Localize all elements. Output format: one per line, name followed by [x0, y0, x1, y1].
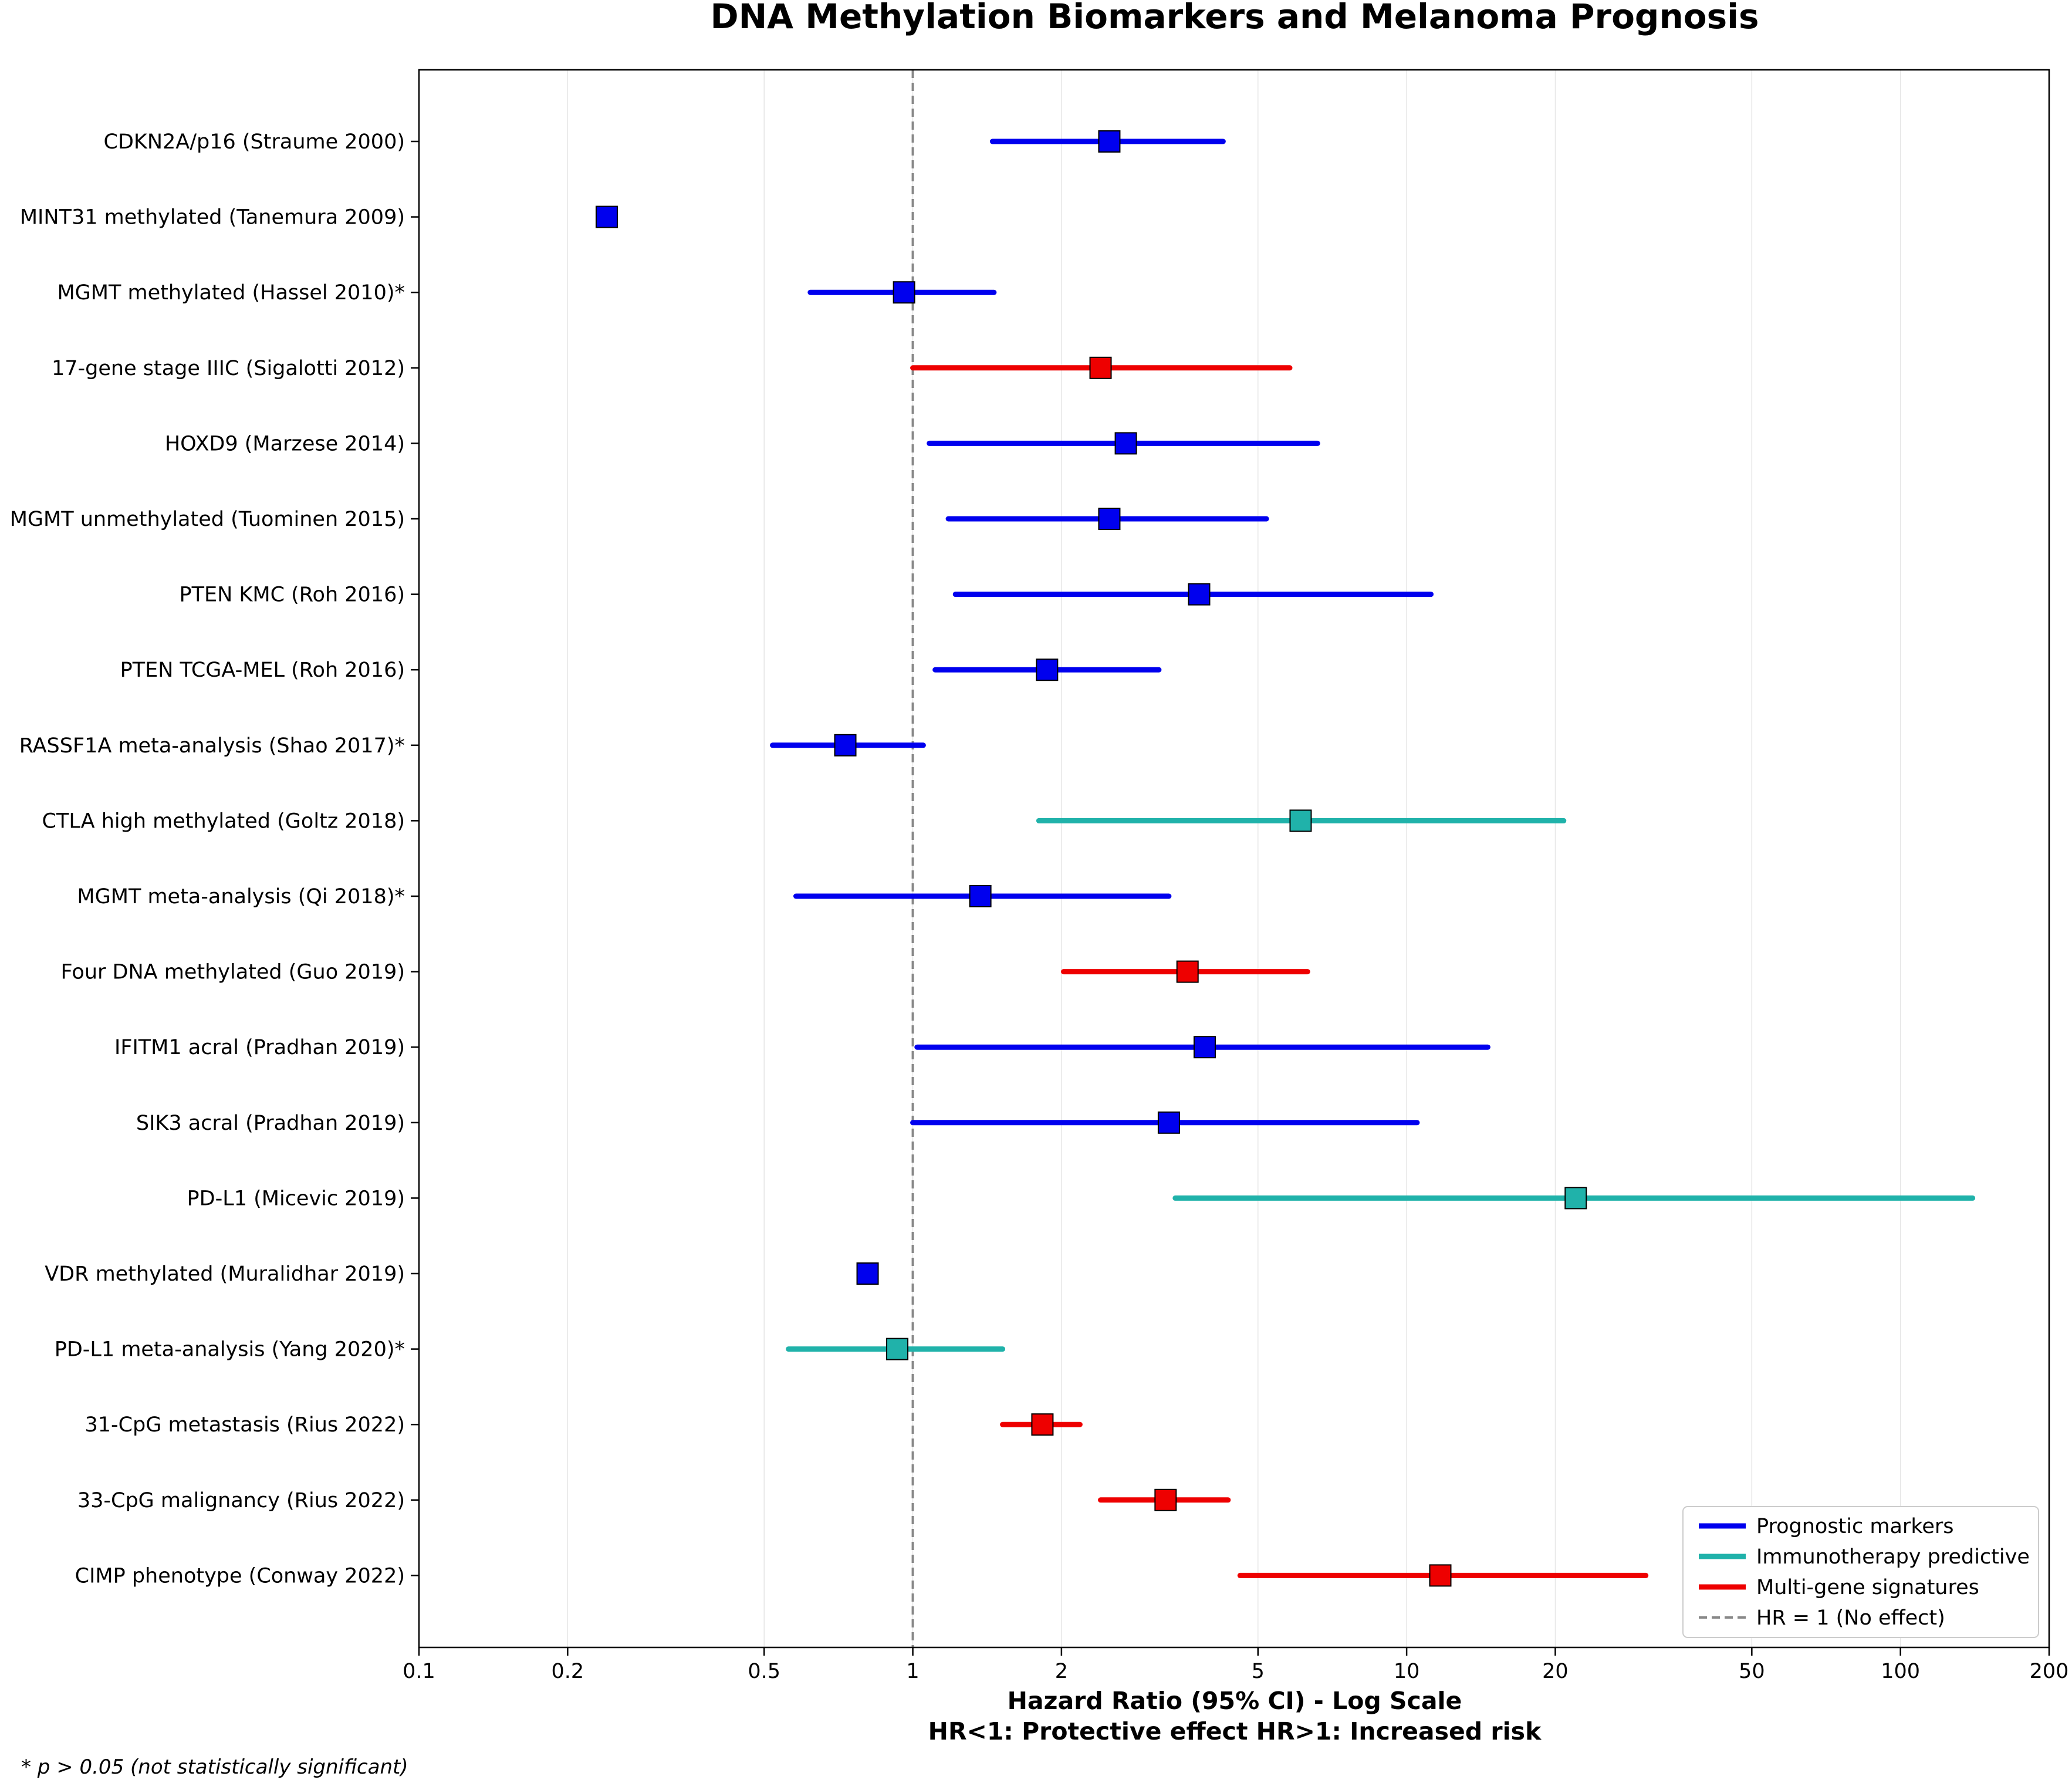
- x-tick-label-10: 200: [2030, 1660, 2069, 1683]
- study-label-16: PD-L1 meta-analysis (Yang 2020)*: [55, 1338, 405, 1362]
- study-row-17: 31-CpG metastasis (Rius 2022): [84, 1413, 1083, 1437]
- x-tick-label-6: 10: [1394, 1660, 1420, 1683]
- study-row-13: SIK3 acral (Pradhan 2019): [136, 1111, 1420, 1135]
- x-axis: 0.1 0.2 0.5 1 2 5 10 20 50 100 200: [403, 1647, 2068, 1683]
- study-row-6: PTEN KMC (Roh 2016): [180, 583, 1434, 607]
- study-label-9: CTLA high methylated (Goltz 2018): [42, 809, 405, 833]
- x-tick-label-1: 0.2: [551, 1660, 584, 1683]
- plot-frame: [418, 69, 2050, 1649]
- study-label-11: Four DNA methylated (Guo 2019): [61, 961, 405, 984]
- hr-marker-16: [886, 1338, 909, 1360]
- study-label-14: PD-L1 (Micevic 2019): [187, 1187, 405, 1210]
- x-tick-label-0: 0.1: [403, 1660, 435, 1683]
- study-label-15: VDR methylated (Muralidhar 2019): [45, 1262, 405, 1286]
- study-label-4: HOXD9 (Marzese 2014): [165, 432, 405, 455]
- hr-marker-15: [856, 1262, 879, 1285]
- study-label-19: CIMP phenotype (Conway 2022): [75, 1564, 405, 1588]
- hr-marker-13: [1157, 1111, 1180, 1134]
- study-label-6: PTEN KMC (Roh 2016): [180, 583, 405, 607]
- hr-marker-14: [1564, 1187, 1587, 1210]
- study-row-18: 33-CpG malignancy (Rius 2022): [77, 1488, 1231, 1512]
- hr-marker-18: [1154, 1488, 1177, 1511]
- hr-marker-7: [1036, 659, 1059, 681]
- hr-marker-3: [1089, 356, 1112, 379]
- hr-marker-1: [595, 205, 618, 228]
- x-tick-label-4: 2: [1055, 1660, 1068, 1683]
- legend-label-3: HR = 1 (No effect): [1756, 1606, 1945, 1630]
- study-row-9: CTLA high methylated (Goltz 2018): [42, 809, 1567, 833]
- legend: Prognostic markers Immunotherapy predicti…: [1682, 1506, 2039, 1638]
- x-axis-label: Hazard Ratio (95% CI) - Log Scale: [1008, 1687, 1462, 1715]
- study-label-8: RASSF1A meta-analysis (Shao 2017)*: [19, 734, 405, 758]
- study-row-19: CIMP phenotype (Conway 2022): [75, 1564, 1649, 1588]
- hr-marker-2: [893, 281, 915, 304]
- hr-marker-19: [1429, 1564, 1452, 1587]
- study-label-2: MGMT methylated (Hassel 2010)*: [57, 281, 405, 305]
- study-row-0: CDKN2A/p16 (Straume 2000): [104, 130, 1226, 154]
- study-row-4: HOXD9 (Marzese 2014): [165, 432, 1320, 455]
- study-label-18: 33-CpG malignancy (Rius 2022): [77, 1489, 405, 1512]
- legend-label-1: Immunotherapy predictive: [1756, 1545, 2030, 1569]
- study-row-1: MINT31 methylated (Tanemura 2009): [20, 205, 618, 229]
- study-label-12: IFITM1 acral (Pradhan 2019): [114, 1036, 405, 1059]
- hr-marker-5: [1098, 508, 1121, 530]
- plot-area: [419, 70, 2049, 1647]
- hr-marker-4: [1114, 432, 1137, 455]
- chart-title: DNA Methylation Biomarkers and Melanoma …: [710, 0, 1759, 36]
- study-row-2: MGMT methylated (Hassel 2010)*: [57, 281, 997, 305]
- x-axis-sublabel: HR<1: Protective effect HR>1: Increased …: [928, 1717, 1542, 1745]
- study-row-14: PD-L1 (Micevic 2019): [187, 1187, 1976, 1210]
- study-row-5: MGMT unmethylated (Tuominen 2015): [10, 508, 1269, 531]
- study-row-7: PTEN TCGA-MEL (Roh 2016): [120, 659, 1162, 682]
- legend-box: [1682, 1506, 2039, 1638]
- study-row-11: Four DNA methylated (Guo 2019): [61, 960, 1310, 984]
- study-label-10: MGMT meta-analysis (Qi 2018)*: [77, 885, 405, 909]
- hr-marker-17: [1031, 1413, 1054, 1436]
- x-tick-label-9: 100: [1881, 1660, 1920, 1683]
- study-label-7: PTEN TCGA-MEL (Roh 2016): [120, 659, 405, 682]
- study-row-3: 17-gene stage IIIC (Sigalotti 2012): [52, 356, 1293, 380]
- x-tick-label-3: 1: [906, 1660, 919, 1683]
- study-row-12: IFITM1 acral (Pradhan 2019): [114, 1036, 1490, 1059]
- hr-marker-12: [1193, 1036, 1216, 1059]
- study-rows: CDKN2A/p16 (Straume 2000) MINT31 methylat…: [10, 130, 1976, 1588]
- x-tick-label-8: 50: [1739, 1660, 1765, 1683]
- x-tick-label-7: 20: [1542, 1660, 1569, 1683]
- x-tick-label-2: 0.5: [748, 1660, 780, 1683]
- study-row-16: PD-L1 meta-analysis (Yang 2020)*: [55, 1338, 1006, 1362]
- study-label-5: MGMT unmethylated (Tuominen 2015): [10, 508, 405, 531]
- study-label-1: MINT31 methylated (Tanemura 2009): [20, 206, 405, 229]
- x-tick-label-5: 5: [1252, 1660, 1265, 1683]
- hr-marker-9: [1289, 809, 1312, 832]
- study-row-10: MGMT meta-analysis (Qi 2018)*: [77, 885, 1172, 909]
- footnote: * p > 0.05 (not statistically significan…: [21, 1755, 408, 1779]
- hr-marker-11: [1176, 960, 1199, 983]
- hr-marker-6: [1188, 583, 1211, 606]
- study-row-15: VDR methylated (Muralidhar 2019): [45, 1262, 879, 1286]
- study-row-8: RASSF1A meta-analysis (Shao 2017)*: [19, 734, 926, 758]
- legend-label-2: Multi-gene signatures: [1756, 1576, 1979, 1599]
- hr-marker-8: [834, 734, 857, 757]
- study-label-0: CDKN2A/p16 (Straume 2000): [104, 130, 405, 154]
- legend-label-0: Prognostic markers: [1756, 1515, 1954, 1538]
- study-label-13: SIK3 acral (Pradhan 2019): [136, 1112, 405, 1135]
- study-label-3: 17-gene stage IIIC (Sigalotti 2012): [52, 357, 405, 380]
- hr-marker-0: [1098, 130, 1121, 153]
- study-label-17: 31-CpG metastasis (Rius 2022): [84, 1413, 405, 1437]
- hr-marker-10: [969, 885, 992, 907]
